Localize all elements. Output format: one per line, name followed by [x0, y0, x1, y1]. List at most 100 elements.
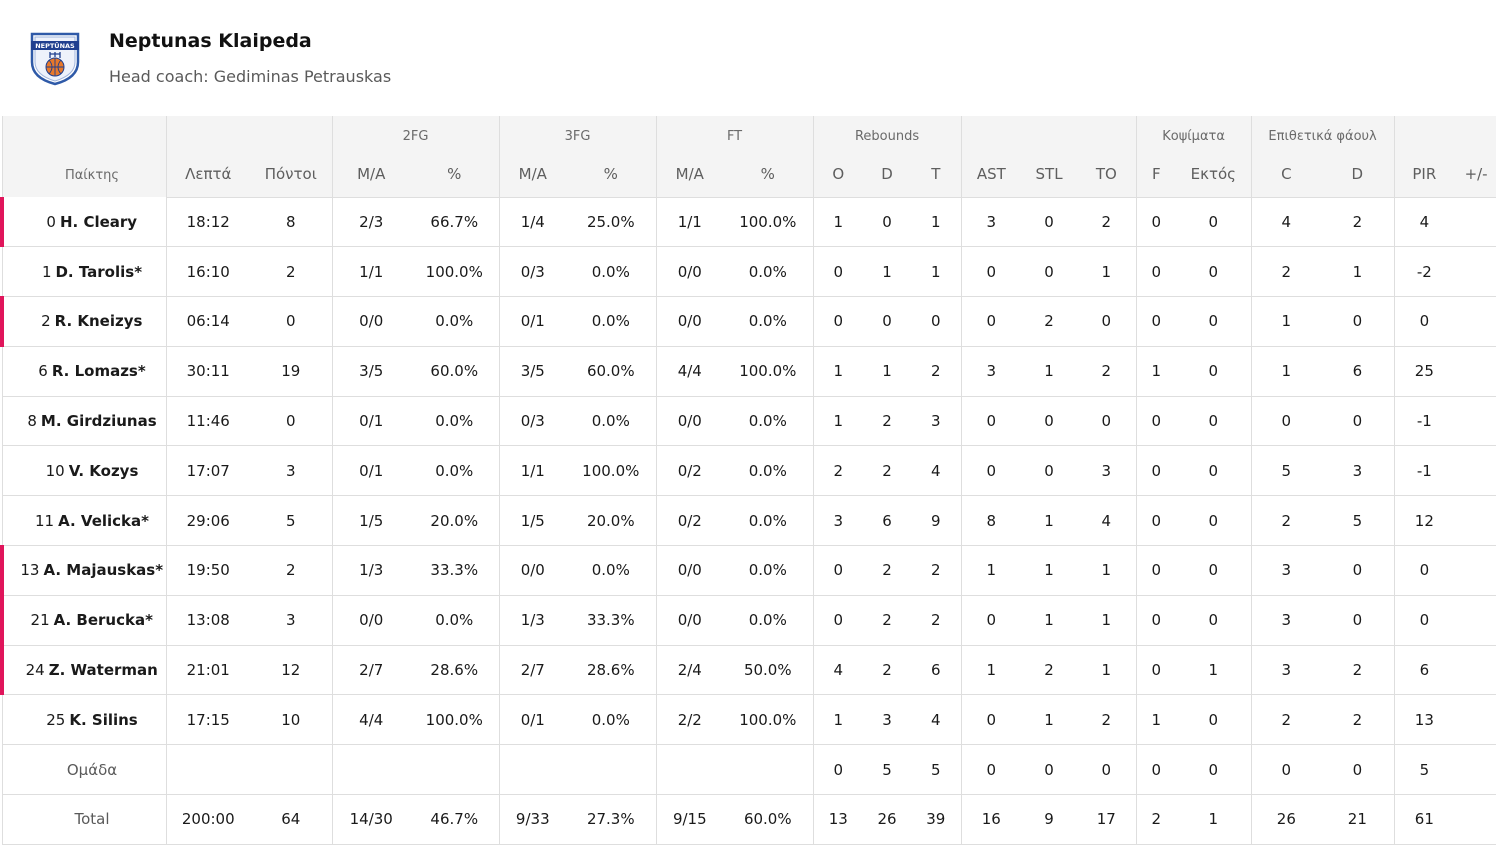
stat-fg3p: 60.0% [566, 346, 657, 397]
stat-fg2p: 0.0% [410, 296, 500, 347]
player-name[interactable]: Z. Waterman [48, 661, 158, 680]
player-name[interactable]: A. Velicka* [58, 511, 149, 530]
player-cell[interactable]: 2 R. Kneizys [0, 296, 166, 347]
stat-d: 0 [863, 296, 912, 347]
stat-ext: 0 [1176, 744, 1252, 796]
stat-t: 0 [911, 296, 962, 347]
stat-fg2p: 60.0% [410, 346, 500, 397]
stat-pir: 4 [1393, 197, 1455, 248]
stat-min: 17:15 [165, 694, 250, 746]
stat-ftp: 0.0% [723, 445, 814, 497]
col-ft-pct: % [723, 152, 814, 198]
svg-text:NEPTŪNAS: NEPTŪNAS [35, 41, 75, 50]
stat-t: 1 [911, 246, 962, 298]
player-cell[interactable]: 10 V. Kozys [1, 445, 166, 497]
stat-f: 0 [1135, 545, 1177, 596]
stat-o: 1 [812, 694, 864, 746]
stat-fg2: 2/7 [331, 645, 410, 696]
player-number: 2 [41, 312, 51, 331]
player-cell[interactable]: 13 A. Majauskas* [0, 545, 166, 596]
stat-pm [1454, 645, 1496, 696]
stat-stl: 2 [1021, 645, 1078, 696]
player-name[interactable]: K. Silins [69, 710, 138, 729]
player-name[interactable]: D. Tarolis* [55, 262, 143, 281]
stat-ftp: 50.0% [723, 645, 814, 696]
stat-to: 2 [1077, 694, 1137, 746]
stat-stl: 0 [1021, 197, 1078, 248]
player-cell[interactable]: 24 Z. Waterman [0, 645, 166, 696]
stat-ftp: 100.0% [723, 346, 814, 397]
stat-d: 1 [863, 346, 912, 397]
stat-to: 1 [1077, 545, 1137, 596]
box-score-table: Παίκτης 2FG 3FG FT Rebounds Κοψίματα Επι… [0, 116, 1496, 845]
stat-d: 6 [863, 495, 912, 547]
stat-fg3: 0/0 [498, 545, 567, 596]
stat-ft: 0/0 [655, 246, 724, 298]
stat-f: 0 [1135, 445, 1177, 497]
stat-min: 200:00 [165, 794, 250, 845]
stat-ext: 1 [1176, 645, 1252, 696]
stat-pts: 10 [250, 694, 332, 746]
player-number: 24 [25, 661, 45, 680]
player-cell[interactable]: 11 A. Velicka* [1, 495, 166, 547]
stat-ext: 0 [1176, 246, 1252, 298]
table-row: 2 R. Kneizys 06:14 0 0/0 0.0% 0/1 0.0% 0/0 0.0% 0 0… [0, 296, 1496, 347]
player-number: 1 [41, 262, 52, 281]
stat-ext: 0 [1176, 694, 1252, 746]
table-row: 25 K. Silins 17:15 10 4/4 100.0% 0/1 0.0% 2/2 100… [1, 694, 1496, 746]
stat-pm [1454, 495, 1496, 547]
stat-fg2p: 100.0% [410, 246, 500, 298]
table-row: 8 M. Girdziunas 11:46 0 0/1 0.0% 0/3 0.0% 0/0 0.0… [1, 396, 1496, 447]
player-number: 13 [20, 561, 40, 580]
player-cell[interactable]: 25 K. Silins [1, 694, 166, 746]
stat-to: 4 [1077, 495, 1137, 547]
stat-fg3: 1/4 [498, 197, 567, 248]
stat-ext: 0 [1176, 346, 1252, 397]
stat-pts: 5 [250, 495, 332, 547]
player-name[interactable]: A. Berucka* [53, 611, 153, 630]
group-3fg: 3FG [498, 116, 657, 152]
stat-pm [1454, 346, 1496, 397]
player-name[interactable]: M. Girdziunas [40, 412, 157, 431]
player-cell[interactable]: 6 R. Lomazs* [1, 346, 166, 397]
stat-stl: 0 [1021, 445, 1078, 497]
stat-c: 5 [1250, 445, 1322, 497]
player-cell[interactable]: 21 A. Berucka* [0, 595, 166, 646]
stat-fg3p: 28.6% [566, 645, 657, 696]
stat-min: 19:50 [165, 545, 250, 596]
stat-fg3p: 33.3% [566, 595, 657, 646]
stat-ftp [723, 744, 814, 796]
stat-fg3p: 0.0% [566, 296, 657, 347]
stat-min: 21:01 [165, 645, 250, 696]
stat-fg2: 0/1 [331, 445, 410, 497]
player-name[interactable]: A. Majauskas* [43, 561, 164, 580]
stat-t: 5 [911, 744, 962, 796]
player-name[interactable]: H. Cleary [59, 212, 138, 231]
stat-pts: 3 [250, 445, 332, 497]
col-points: Πόντοι [250, 152, 332, 198]
player-name[interactable]: R. Lomazs* [51, 362, 146, 381]
player-cell[interactable]: 1 D. Tarolis* [1, 246, 166, 298]
stat-pm [1454, 545, 1496, 596]
group-blocks: Κοψίματα [1135, 116, 1252, 152]
table-row: 21 A. Berucka* 13:08 3 0/0 0.0% 1/3 33.3% 0/0 0.0… [0, 595, 1496, 646]
stat-ft: 0/0 [655, 595, 724, 646]
stat-fd: 5 [1321, 495, 1395, 547]
player-number: 10 [45, 461, 65, 480]
stat-c: 3 [1250, 645, 1322, 696]
stat-min: 29:06 [165, 495, 250, 547]
stat-fg3: 3/5 [498, 346, 567, 397]
group-playmaking [960, 116, 1137, 152]
player-cell[interactable]: 8 M. Girdziunas [1, 396, 166, 447]
stat-o: 0 [812, 296, 864, 347]
stat-ast: 3 [960, 346, 1022, 397]
stat-fg2: 1/5 [331, 495, 410, 547]
player-name[interactable]: R. Kneizys [54, 312, 143, 331]
player-name[interactable]: V. Kozys [68, 461, 139, 480]
stat-stl: 2 [1021, 296, 1078, 347]
stat-o: 0 [812, 545, 864, 596]
player-cell[interactable]: 0 H. Cleary [0, 197, 166, 248]
team-label: Ομάδα [1, 744, 166, 796]
stat-ext: 0 [1176, 545, 1252, 596]
stat-c: 0 [1250, 744, 1322, 796]
